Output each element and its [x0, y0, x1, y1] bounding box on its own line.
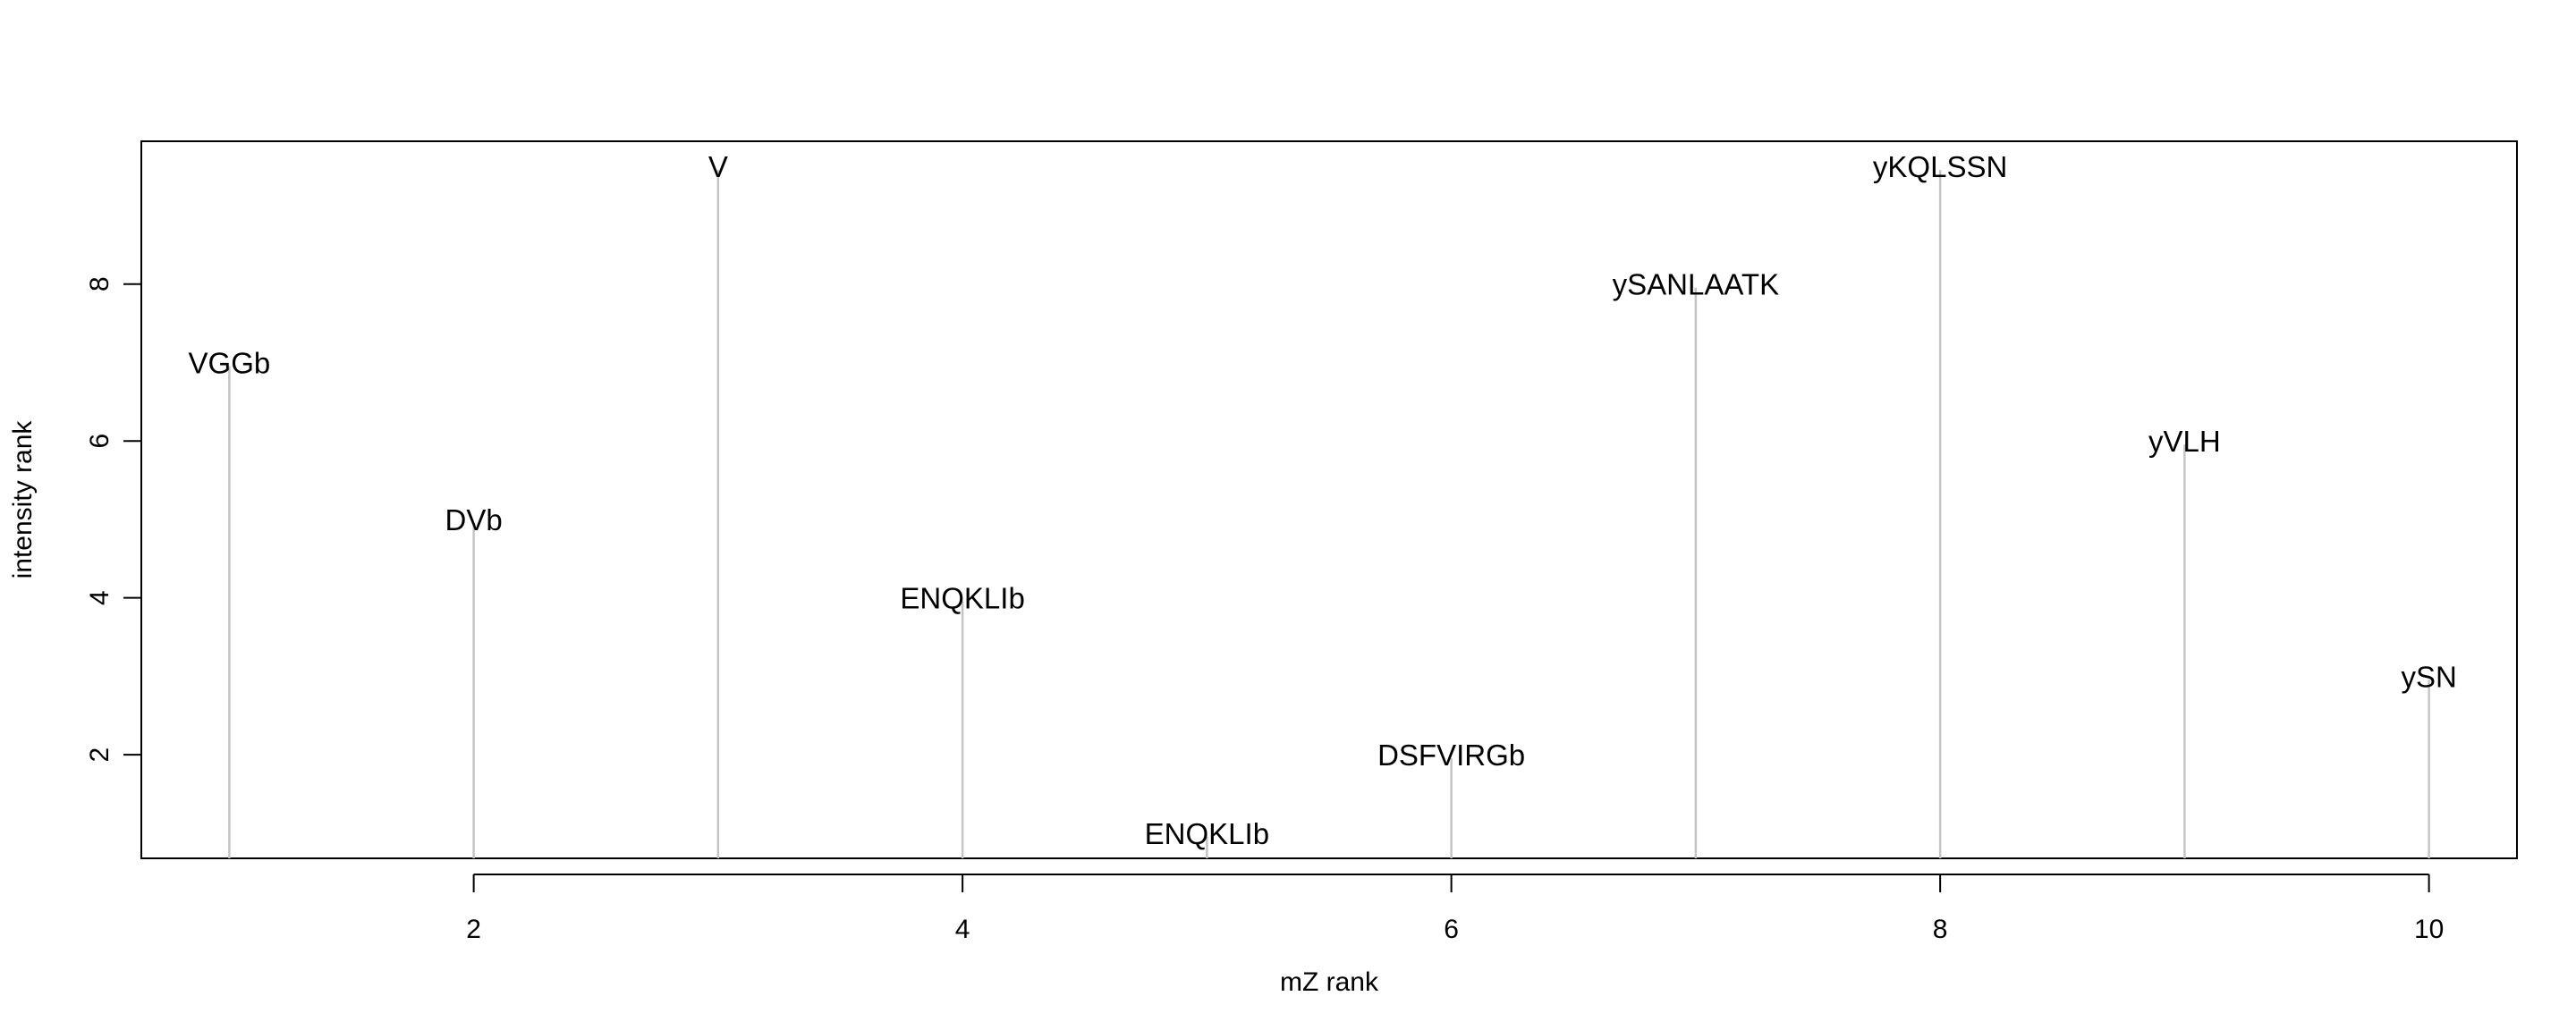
- peak-label-7: ySANLAATK: [1613, 268, 1779, 301]
- peak-label-2: DVb: [445, 503, 503, 536]
- x-axis-title: mZ rank: [1280, 967, 1379, 997]
- peak-label-8: yKQLSSN: [1873, 150, 2007, 183]
- peak-label-5: ENQKLIb: [1145, 817, 1269, 850]
- x-tick-label-8: 8: [1933, 915, 1948, 944]
- peak-label-group: VGGb DVb V ENQKLIb ENQKLIb DSFVIRGb ySANLAATK y…: [189, 150, 2457, 850]
- peak-label-1: VGGb: [189, 346, 271, 379]
- y-tick-label-6: 6: [85, 434, 114, 449]
- x-tick-label-4: 4: [955, 915, 970, 944]
- x-tick-label-2: 2: [466, 915, 481, 944]
- x-tick-label-6: 6: [1444, 915, 1459, 944]
- y-axis-title: intensity rank: [8, 420, 38, 579]
- peak-label-10: ySN: [2401, 660, 2456, 693]
- y-tick-label-2: 2: [85, 747, 114, 763]
- peak-label-9: yVLH: [2148, 425, 2221, 458]
- peak-label-3: V: [708, 150, 728, 183]
- peak-label-4: ENQKLIb: [900, 582, 1024, 615]
- y-axis: 2 4 6 8: [85, 276, 142, 763]
- spike-group: [228, 170, 2430, 858]
- x-axis: 2 4 6 8 10: [466, 874, 2444, 944]
- y-tick-label-4: 4: [85, 590, 114, 605]
- plot-frame: [140, 140, 2518, 859]
- x-tick-label-10: 10: [2414, 915, 2444, 944]
- y-tick-label-8: 8: [85, 276, 114, 291]
- peak-label-6: DSFVIRGb: [1377, 739, 1525, 772]
